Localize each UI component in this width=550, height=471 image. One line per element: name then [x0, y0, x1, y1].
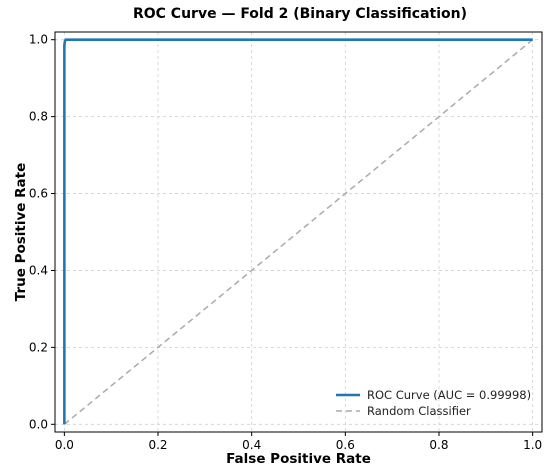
x-axis: 0.0 0.2 0.4 0.6 0.8 1.0 — [55, 432, 542, 452]
y-tick-label: 1.0 — [29, 33, 48, 47]
y-tick-label: 0.2 — [29, 340, 48, 354]
series-layer — [63, 38, 534, 425]
x-axis-label: False Positive Rate — [226, 451, 371, 467]
x-tick-label: 0.8 — [429, 438, 448, 452]
y-axis: 0.0 0.2 0.4 0.6 0.8 1.0 — [29, 33, 55, 431]
legend: ROC Curve (AUC = 0.99998) Random Classifi… — [336, 388, 531, 418]
random-classifier-line — [63, 39, 534, 425]
chart-title: ROC Curve — Fold 2 (Binary Classificatio… — [133, 6, 467, 22]
x-tick-label: 0.4 — [242, 438, 261, 452]
x-tick-label: 0.0 — [55, 438, 74, 452]
y-tick-label: 0.0 — [29, 417, 48, 431]
x-tick-label: 0.2 — [148, 438, 167, 452]
legend-label: ROC Curve (AUC = 0.99998) — [367, 388, 531, 402]
y-axis-label: True Positive Rate — [13, 163, 29, 302]
plot-frame — [54, 31, 543, 433]
y-tick-label: 0.6 — [29, 187, 48, 201]
x-tick-label: 0.6 — [336, 438, 355, 452]
x-tick-label: 1.0 — [523, 438, 542, 452]
legend-label: Random Classifier — [367, 404, 471, 418]
roc-curve-line — [63, 38, 533, 425]
y-tick-label: 0.4 — [29, 263, 48, 277]
y-tick-label: 0.8 — [29, 110, 48, 124]
